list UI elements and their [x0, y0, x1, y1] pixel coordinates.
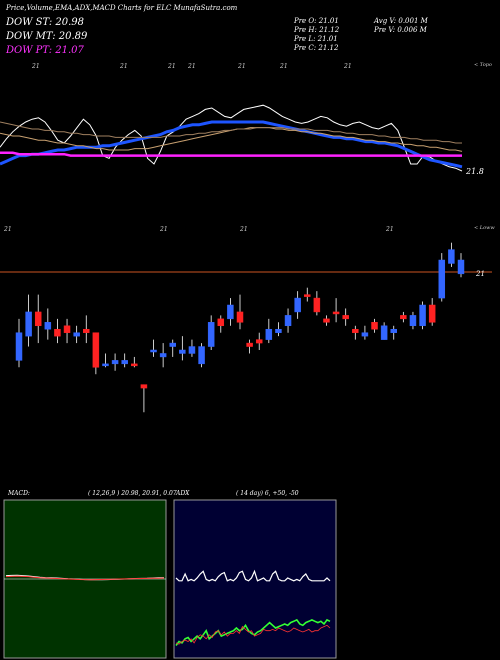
- price-axis-label: 21: [475, 270, 485, 278]
- candle-body: [150, 349, 157, 353]
- candle-body: [246, 342, 253, 347]
- ema-last-value: 21.8: [465, 167, 484, 176]
- candle-body: [15, 332, 23, 361]
- macd-params: ( 12,26,9 ) 20.98, 20.91, 0.07: [88, 490, 177, 497]
- dow-pt-label: DOW PT: 21.07: [5, 45, 85, 56]
- candle-body: [371, 322, 378, 330]
- ema-top-labels: 21 21 21 21 21 21 21: [31, 63, 352, 70]
- candle-body: [131, 363, 138, 367]
- ema-top-label: 21: [237, 63, 246, 70]
- ema-bottom-label: 21: [239, 226, 248, 233]
- candle-body: [188, 346, 196, 354]
- candle-body: [448, 249, 455, 264]
- ema-series-line: [0, 121, 462, 144]
- candle-body: [54, 328, 61, 337]
- ema-top-label: 21: [279, 63, 288, 70]
- candle-body: [419, 304, 426, 327]
- candle-body: [179, 349, 186, 354]
- candle-body: [92, 332, 100, 368]
- candle-body: [236, 311, 244, 323]
- candle-body: [25, 311, 32, 337]
- adx-params: ( 14 day) 6, +50, -50: [236, 490, 299, 497]
- candle-body: [332, 311, 340, 315]
- prev-close: Pre C: 21.12: [293, 44, 339, 52]
- candle-body: [284, 315, 292, 327]
- candle-body: [380, 325, 388, 340]
- candle-body: [361, 332, 369, 337]
- candle-body: [140, 384, 148, 389]
- candle-body: [44, 322, 52, 330]
- candle-body: [102, 363, 109, 367]
- candle-body: [159, 353, 167, 358]
- candle-body: [390, 328, 397, 333]
- adx-lines: [175, 569, 331, 646]
- dow-mt-label: DOW MT: 20.89: [5, 31, 88, 42]
- ema-bottom-label: 21: [385, 226, 394, 233]
- ema-bottom-label: 21: [159, 226, 168, 233]
- adx-series-line: [175, 624, 331, 645]
- prev-high: Pre H: 21.12: [293, 26, 340, 34]
- candle-body: [63, 325, 71, 333]
- candle-body: [438, 259, 446, 299]
- candle-body: [265, 328, 273, 340]
- adx-title: ADX: [175, 490, 190, 497]
- candle-body: [304, 294, 311, 297]
- prev-open: Pre O: 21.01: [293, 17, 339, 25]
- candle-body: [428, 304, 436, 323]
- candle-body: [255, 339, 263, 344]
- ema-series-line: [0, 104, 463, 172]
- ema-loww-label: < Loww: [474, 225, 495, 231]
- avg-volume: Avg V: 0.001 M: [373, 17, 429, 25]
- prev-low: Pre L: 21.01: [293, 35, 338, 43]
- macd-series-line: [5, 575, 165, 581]
- candle-body: [342, 315, 349, 320]
- ema-top-label: 21: [343, 63, 352, 70]
- candle-body: [275, 328, 282, 333]
- candle-body: [400, 315, 407, 320]
- ema-topo-label: < Topo: [474, 62, 492, 68]
- candle-body: [313, 297, 321, 313]
- candle-body: [227, 304, 234, 320]
- dow-st-label: DOW ST: 20.98: [5, 17, 84, 28]
- ema-bottom-label: 21: [3, 226, 12, 233]
- candle-body: [73, 332, 80, 337]
- candle-body: [323, 318, 330, 323]
- candle-body: [34, 311, 42, 327]
- candle-body: [352, 328, 359, 333]
- ema-lines: [0, 104, 463, 172]
- adx-series-line: [175, 569, 331, 582]
- candle-body: [207, 322, 215, 347]
- candle-body: [198, 346, 205, 365]
- ema-series-line: [0, 151, 462, 157]
- macd-lines: [5, 574, 165, 581]
- macd-title: MACD:: [7, 490, 30, 497]
- candle-body: [409, 315, 417, 327]
- candle-body: [111, 360, 119, 365]
- ema-bottom-labels: 21 21 21 21: [3, 226, 394, 233]
- candles: [15, 242, 465, 413]
- ema-top-label: 21: [187, 63, 196, 70]
- candle-body: [217, 318, 225, 327]
- ema-series-line: [0, 120, 463, 169]
- chart-title: Price,Volume,EMA,ADX,MACD Charts for ELC…: [5, 4, 238, 12]
- ema-top-label: 21: [119, 63, 128, 70]
- prev-volume: Pre V: 0.006 M: [373, 26, 428, 34]
- candle-body: [457, 259, 465, 275]
- candle-body: [294, 297, 301, 313]
- candle-body: [169, 342, 176, 347]
- candle-body: [121, 360, 128, 365]
- ema-top-label: 21: [167, 63, 176, 70]
- ema-top-label: 21: [31, 63, 40, 70]
- candle-body: [83, 328, 90, 333]
